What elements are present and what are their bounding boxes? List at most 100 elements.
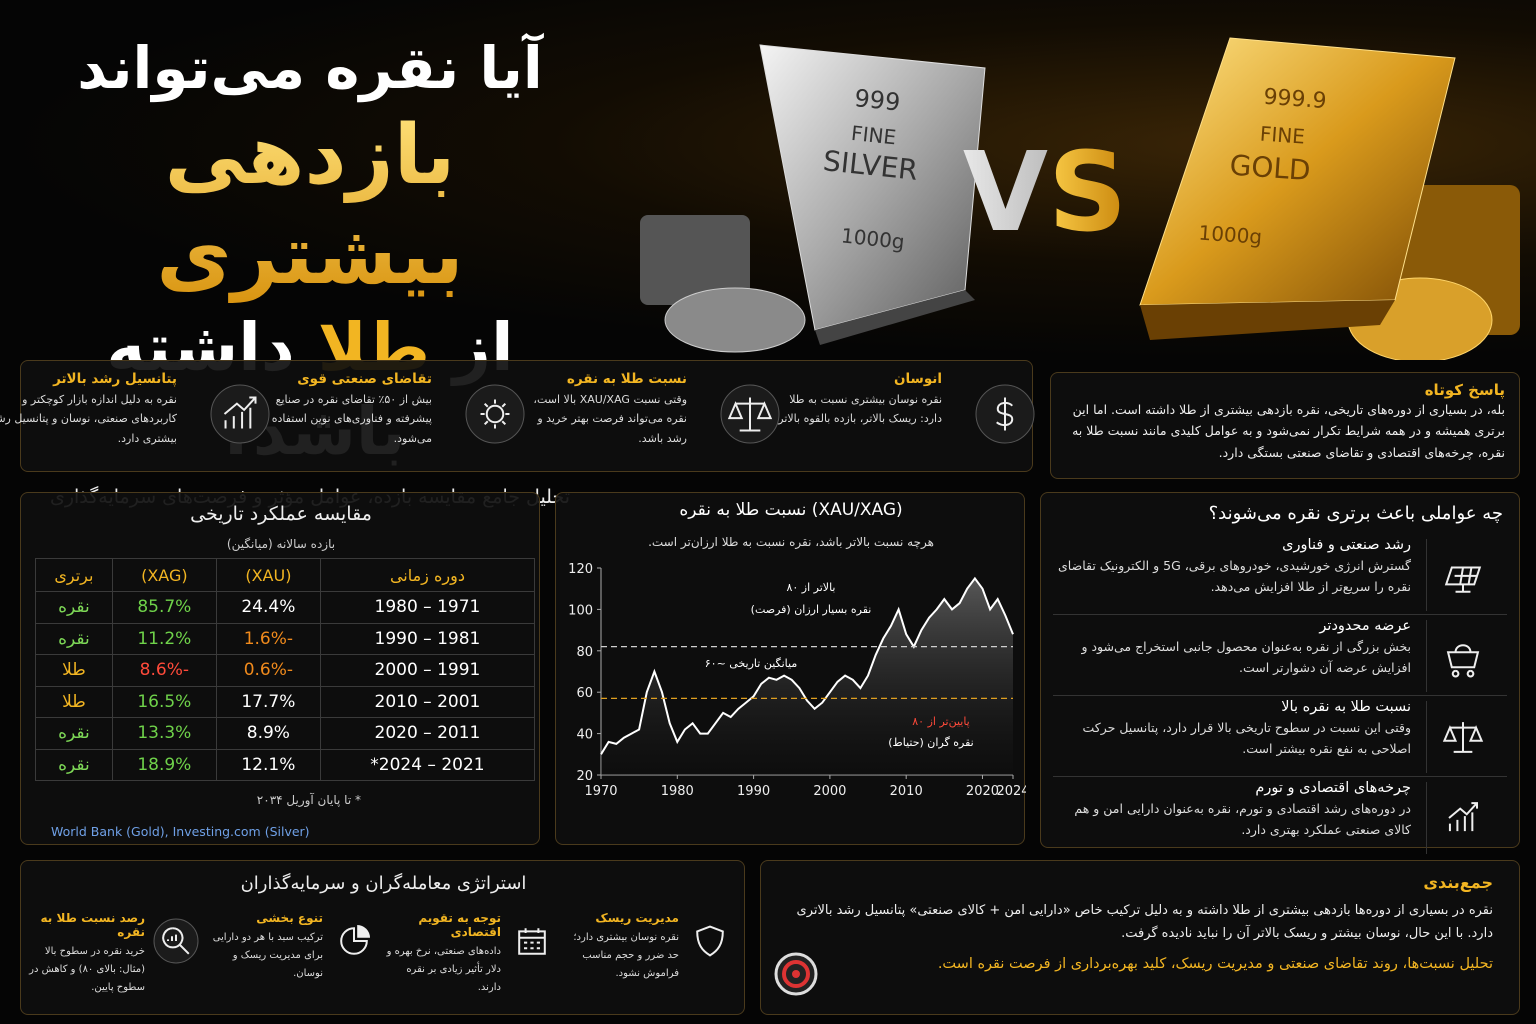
feature: پتانسیل رشد بالاتر نقره به دلیل اندازه با… [0, 371, 177, 448]
icon [975, 384, 1035, 444]
conclusion-title: جمع‌بندی [1423, 873, 1493, 892]
table-header-cell: (XAU) [215, 558, 321, 592]
icon-shape [340, 927, 368, 955]
icon [465, 384, 525, 444]
icon-shape [162, 927, 190, 955]
table-cell: 24.4% [215, 591, 321, 624]
feature-text: نقره به دلیل اندازه بازار کوچکتر و کاربر… [0, 393, 177, 445]
table-title: مقایسه عملکرد تاریخی [190, 503, 372, 525]
short-answer-title: پاسخ کوتاه [1424, 381, 1505, 399]
short-answer-text: بله، در بسیاری از دوره‌های تاریخی، نقره … [1072, 402, 1505, 460]
x-tick-label: 1990 [737, 784, 770, 799]
table-cell: -1.6% [215, 622, 321, 655]
x-tick-label: 2000 [813, 784, 846, 799]
factor-title: چرخه‌های اقتصادی و تورم [1255, 780, 1411, 796]
icon-group [1448, 802, 1479, 832]
features-panel: انوسان نقره نوسان بیشتری نسبت به طلا دارد… [0, 360, 1035, 472]
table-header-cell: (XAG) [111, 558, 217, 592]
icon-shape [1446, 644, 1480, 678]
icon-group [340, 925, 370, 955]
footnote: * تا پایان آوریل ۲۰۳۴ [256, 793, 361, 807]
annotation: نقره بسیار ارزان (فرصت) [751, 603, 872, 616]
strategy-title: استراتژی معامله‌گران و سرمایه‌گذاران [240, 873, 527, 894]
factor-text: بخش بزرگی از نقره به‌عنوان محصول جانبی ا… [1081, 639, 1411, 676]
icon [518, 928, 546, 955]
conclusion-highlight: تحلیل نسبت‌ها، روند تقاضای صنعتی و مدیری… [937, 955, 1493, 972]
annotation: نقره گران (حتیاط) [888, 736, 973, 749]
hero: 999 FINE SILVER 1000g VS 999.9 FINE GOLD… [640, 37, 1520, 360]
strategy-title: رصد نسبت طلا به نقره [40, 911, 145, 939]
area [601, 578, 1013, 775]
factors-panel: چه عواملی باعث برتری نقره می‌شوند؟ رشد ص… [1040, 492, 1520, 854]
icon-shape [727, 397, 773, 432]
strategy-panel: استراتژی معامله‌گران و سرمایه‌گذاران مدی… [20, 860, 745, 1015]
table-row: 2011 – 2020 8.9% 13.3% نقره [35, 717, 536, 750]
strategy-item: تنوع بخشی ترکیب سبد با هر دو دارایی برای … [203, 911, 323, 983]
icon-shape [696, 925, 724, 957]
divider [1053, 695, 1507, 696]
x-tick-label: 1970 [584, 784, 617, 799]
source: World Bank (Gold), Investing.com (Silver… [51, 824, 310, 839]
vs: VS [963, 128, 1127, 256]
title-line2: بازدهی بیشتری [20, 106, 600, 306]
icon-group [162, 927, 190, 955]
strategy-title: تنوع بخشی [256, 911, 323, 925]
table-row: 2001 – 2010 17.7% 16.5% طلا [35, 685, 536, 718]
factor-title: عرضه محدودتر [1319, 618, 1411, 634]
icon-shape [223, 396, 257, 415]
table-cell: نقره [35, 717, 113, 750]
chart: نسبت طلا به نقره (XAU/XAG) هرچه نسبت بال… [568, 500, 1029, 799]
x-tick-label: 2020 [966, 784, 999, 799]
strategy-text: داده‌های صنعتی، نرخ بهره و دلار تأثیر زی… [386, 946, 501, 993]
divider [1053, 614, 1507, 615]
factor-title: نسبت طلا به نقره بالا [1281, 699, 1411, 715]
factor: چرخه‌های اقتصادی و تورم در دوره‌های رشد ا… [1056, 780, 1411, 841]
table-cell: 2021 – 2024* [319, 748, 536, 781]
icon-divider [1426, 539, 1427, 611]
table-subtitle: بازده سالانه (میانگین) [226, 537, 336, 551]
icon-group [480, 399, 510, 429]
annotation: میانگین تاریخی ~۶۰ [705, 657, 798, 670]
table-header-cell: دوره زمانی [319, 558, 536, 592]
line [600, 576, 1014, 755]
table-row: 2021 – 2024* 12.1% 18.9% نقره [35, 748, 536, 781]
icon [153, 918, 199, 964]
table-cell: نقره [35, 591, 113, 624]
factor: نسبت طلا به نقره بالا وقتی این نسبت در سط… [1056, 699, 1411, 760]
feature-title: پتانسیل رشد بالاتر [53, 371, 177, 387]
strategy-item: رصد نسبت طلا به نقره خرید نقره در سطوح با… [25, 911, 145, 997]
feature-title: تقاضای صنعتی قوی [297, 371, 432, 387]
table-cell: 8.9% [215, 717, 321, 750]
icon-divider [1426, 701, 1427, 773]
factors-title: چه عواملی باعث برتری نقره می‌شوند؟ [1208, 503, 1503, 524]
annotation: بالاتر از ۸۰ [786, 581, 835, 594]
strategy-title: مدیریت ریسک [595, 911, 679, 925]
icon-bg [210, 384, 270, 444]
table-cell: -0.6% [215, 654, 321, 687]
conclusion-text: نقره در بسیاری از دوره‌ها بازدهی بیشتری … [796, 903, 1493, 941]
table-header: دوره زمانی (XAU) (XAG) برتری [35, 558, 536, 592]
icon-shape [480, 399, 510, 429]
table-cell: 18.9% [111, 748, 217, 781]
annotation: پایین‌تر از ۸۰ [912, 715, 970, 728]
feature: نسبت طلا به نقره وقتی نسبت XAU/XAG بالا ا… [517, 371, 687, 448]
factor-title: رشد صنعتی و فناوری [1282, 537, 1411, 553]
table-cell: طلا [35, 654, 113, 687]
conclusion: جمع‌بندی نقره در بسیاری از دوره‌ها بازده… [760, 860, 1520, 1015]
table-cell: 2011 – 2020 [319, 717, 536, 750]
y-tick-label: 60 [576, 686, 593, 701]
icon-shape [224, 407, 252, 429]
table-cell: 1971 – 1980 [319, 591, 536, 624]
icon-divider [1426, 620, 1427, 692]
table-row: 1971 – 1980 24.4% 85.7% نقره [35, 591, 536, 624]
icon-shape [1444, 566, 1482, 593]
table-cell: -8.6% [111, 654, 217, 687]
icon-group [1442, 722, 1484, 753]
icon [1444, 566, 1482, 593]
x-tick-label: 2024 [996, 784, 1026, 799]
icon-bg [465, 384, 525, 444]
factor: رشد صنعتی و فناوری گسترش انرژی خورشیدی، خ… [1056, 537, 1411, 598]
table-header-cell: برتری [35, 558, 113, 592]
table-cell: 85.7% [111, 591, 217, 624]
icon-group [696, 925, 724, 957]
